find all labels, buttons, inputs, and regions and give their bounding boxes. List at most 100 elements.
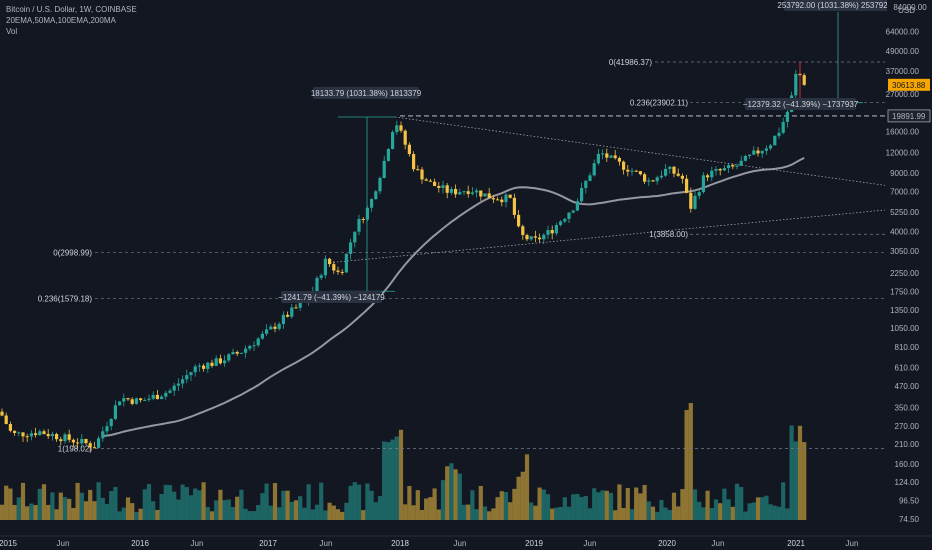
candle-body [38, 431, 42, 436]
candle-body [659, 175, 663, 178]
volume-bar [277, 507, 282, 520]
volume-bar [726, 499, 731, 520]
volume-bar [159, 493, 164, 520]
volume-bar [419, 509, 425, 520]
volume-bar [50, 492, 55, 520]
candle-body [710, 170, 714, 178]
volume-bar [474, 509, 479, 520]
volume-bar [344, 502, 349, 520]
trend-lines [329, 116, 886, 264]
volume-bar [663, 507, 668, 520]
volume-label[interactable]: Vol [6, 27, 18, 36]
candle-body [496, 199, 500, 201]
candle-body [76, 442, 80, 444]
candle-body [218, 358, 222, 364]
candle-body [613, 155, 617, 159]
volume-bar [134, 511, 139, 520]
candlesticks [0, 69, 806, 452]
volume-bar [739, 487, 744, 520]
volume-bar [130, 503, 135, 520]
volume-bar [146, 484, 152, 520]
candle-body [239, 352, 243, 354]
volume-bar [713, 499, 719, 520]
volume-histogram [0, 402, 807, 520]
candle-body [693, 195, 697, 209]
volume-bar [755, 497, 761, 520]
volume-bar [167, 485, 173, 520]
volume-bar [340, 511, 345, 520]
price-tick: 74.50 [899, 515, 920, 524]
candle-body [210, 362, 214, 366]
volume-bar [96, 482, 101, 520]
volume-bar [247, 511, 252, 520]
volume-bar [457, 473, 462, 520]
candle-body [286, 314, 290, 317]
candle-body [748, 154, 752, 156]
candle-body [105, 426, 109, 432]
volume-bar [382, 441, 387, 520]
volume-bar [235, 496, 240, 520]
candle-body [525, 235, 529, 240]
candle-body [685, 178, 689, 193]
price-tick: 470.00 [895, 382, 920, 391]
volume-bar [541, 489, 546, 520]
volume-bar [440, 480, 446, 520]
price-tick: 37000.00 [886, 67, 920, 76]
candle-body [4, 415, 8, 424]
candle-body [323, 258, 327, 276]
price-tick: 27000.00 [886, 90, 920, 99]
volume-bar [151, 501, 156, 520]
volume-bar [398, 429, 404, 520]
current-price-value: 30613.88 [892, 81, 926, 90]
current-price-tag [888, 78, 930, 91]
candle-body [193, 366, 197, 373]
candle-body [512, 197, 516, 215]
volume-bar [562, 497, 567, 520]
time-tick: Jun [57, 539, 70, 548]
candle-body [202, 365, 206, 369]
volume-bar [239, 489, 244, 520]
candle-body [395, 125, 399, 133]
currency-label: USD [898, 6, 915, 15]
candle-body [55, 434, 59, 440]
volume-bar [512, 488, 517, 520]
volume-bar [697, 501, 702, 520]
candle-body [97, 438, 101, 448]
volume-bar [319, 482, 324, 520]
volume-bar [445, 466, 450, 520]
fib-retracement-lines: 0(41986.37) 0.236(23902.11) 1(3858.00) 0(29… [38, 58, 885, 453]
candle-body [164, 392, 168, 397]
fib-level-label: 1(3858.00) [649, 230, 688, 239]
candle-body [739, 160, 743, 166]
candle-body [0, 411, 4, 416]
candle-body [147, 398, 151, 400]
volume-bar [634, 487, 639, 520]
indicator-list[interactable]: 20EMA,50MA,100EMA,200MA [6, 16, 116, 25]
volume-bar [0, 504, 5, 520]
candle-body [752, 150, 756, 155]
volume-bar [298, 496, 303, 520]
candle-body [113, 405, 117, 419]
volume-bar [88, 489, 93, 520]
candle-body [533, 236, 537, 238]
volume-bar [688, 402, 693, 520]
volume-bar [491, 508, 496, 520]
time-tick: Jun [584, 539, 597, 548]
candle-body [382, 160, 386, 178]
volume-bar [41, 484, 47, 520]
volume-bar [251, 511, 257, 520]
volume-bar [537, 487, 542, 520]
candle-body [428, 180, 432, 182]
candle-body [189, 372, 193, 376]
volume-bar [436, 509, 441, 520]
volume-bar [575, 493, 580, 520]
volume-bar [377, 496, 383, 520]
candle-body [680, 175, 684, 179]
candle-body [470, 192, 474, 194]
candle-body [638, 171, 642, 175]
volume-bar [20, 482, 26, 520]
volume-bar [533, 505, 538, 520]
time-scale[interactable]: 2015 Jun 2016 Jun 2017 Jun 2018 Jun 2019 Jun 2020 J… [0, 535, 932, 548]
